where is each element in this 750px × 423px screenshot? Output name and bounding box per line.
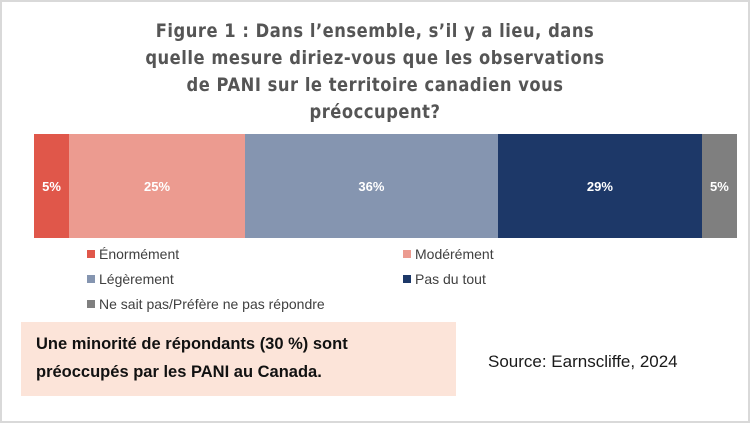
data-label: 36%	[358, 178, 385, 194]
legend-item-moderement: Modérément	[403, 246, 494, 262]
legend-label: Énormément	[99, 246, 180, 262]
bar-segment-legerement: 36%	[244, 134, 498, 238]
data-label: 25%	[144, 178, 171, 194]
data-label: 5%	[42, 178, 61, 194]
chart-title: Figure 1 : Dans l’ensemble, s’il y a lie…	[87, 18, 663, 126]
legend-item-pas-du-tout: Pas du tout	[403, 271, 486, 287]
legend-item-enormement: Énormément	[87, 246, 179, 262]
title-line: quelle mesure diriez-vous que les observ…	[145, 47, 605, 69]
title-line: préoccupent?	[309, 101, 441, 123]
legend-item-legerement: Légèrement	[87, 271, 174, 287]
legend-swatch-icon	[403, 275, 411, 283]
callout-line: Une minorité de répondants (30 %) sont	[36, 335, 348, 353]
legend-label: Ne sait pas/Préfère ne pas répondre	[99, 296, 325, 312]
bar-segment-enormement: 5%	[34, 134, 70, 238]
data-label: 29%	[586, 178, 613, 194]
callout-line: préoccupés par les PANI au Canada.	[36, 363, 322, 381]
callout-text: Une minorité de répondants (30 %) sont p…	[36, 330, 436, 386]
legend-label: Légèrement	[99, 271, 174, 287]
title-line: de PANI sur le territoire canadien vous	[186, 74, 564, 96]
legend-label: Modérément	[415, 246, 494, 262]
title-line: Figure 1 : Dans l’ensemble, s’il y a lie…	[155, 20, 595, 42]
bar-segment-ne-sait-pas: 5%	[701, 134, 737, 238]
source-note: Source: Earnscliffe, 2024	[488, 352, 678, 371]
legend-swatch-icon	[403, 250, 411, 258]
legend-swatch-icon	[87, 250, 95, 258]
stacked-bar: 5% 25% 36% 29% 5%	[34, 134, 737, 238]
legend-item-ne-sait-pas: Ne sait pas/Préfère ne pas répondre	[87, 296, 325, 312]
legend-swatch-icon	[87, 275, 95, 283]
legend-swatch-icon	[87, 300, 95, 308]
key-finding-callout: Une minorité de répondants (30 %) sont p…	[21, 322, 456, 396]
legend-label: Pas du tout	[415, 271, 486, 287]
data-label: 5%	[710, 178, 729, 194]
bar-segment-moderement: 25%	[69, 134, 245, 238]
bar-segment-pas-du-tout: 29%	[497, 134, 702, 238]
